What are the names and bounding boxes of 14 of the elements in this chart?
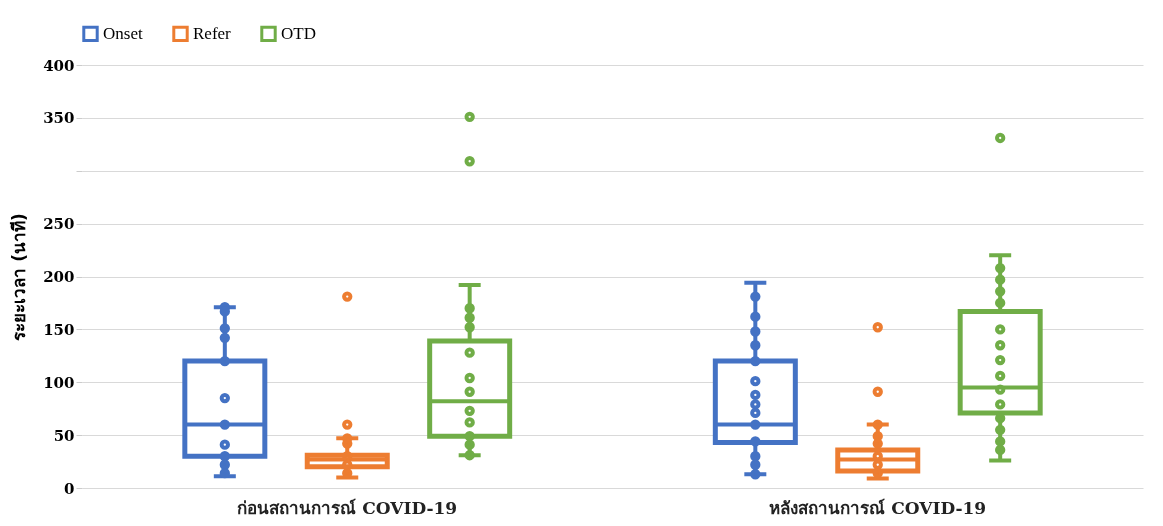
legend-label: Refer [193,23,232,43]
x-tick-label: หลังสถานการณ์ COVID-19 [769,497,987,518]
y-tick-label: 400 [43,56,75,75]
y-axis-title: ระยะเวลา (นาที) [9,213,30,341]
x-tick-label: ก่อนสถานการณ์ COVID-19 [237,497,458,518]
y-tick-label: 0 [64,479,75,498]
legend-label: Onset [103,23,143,43]
y-tick-label: 150 [43,320,75,339]
y-tick-label: 50 [53,426,75,445]
legend-label: OTD [281,23,316,43]
y-tick-label: 100 [43,373,75,392]
y-tick-label: 350 [43,109,75,128]
y-tick-label: 200 [43,268,75,286]
y-tick-label: 250 [43,215,75,234]
